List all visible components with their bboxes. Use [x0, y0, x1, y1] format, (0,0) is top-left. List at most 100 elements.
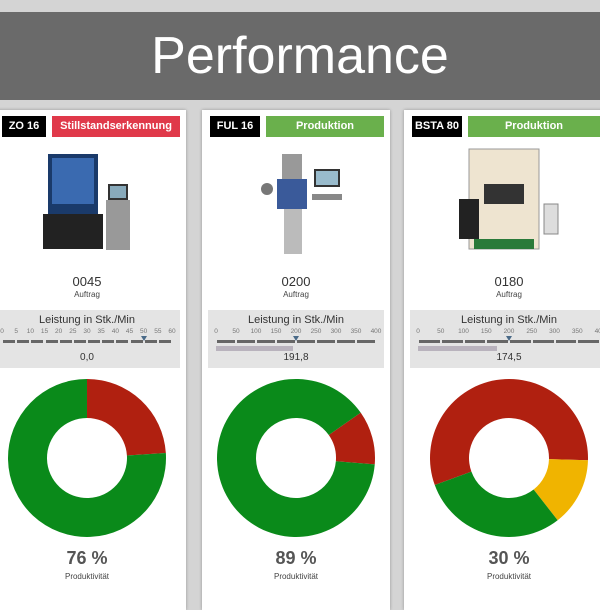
order-label: Auftrag [74, 290, 100, 299]
scale-segment [73, 340, 86, 343]
machine-name: ZO 16 [2, 116, 46, 137]
scale-segment [317, 340, 335, 343]
scale-segment [59, 340, 72, 343]
productivity-donut [430, 379, 588, 537]
donut-segment-red [430, 379, 588, 486]
scale-segment [88, 340, 101, 343]
target-marker [506, 336, 512, 341]
scale-segment [237, 340, 255, 343]
productivity-label: Produktivität [273, 572, 319, 581]
scale-segment [130, 340, 143, 343]
status-badge: Produktion [266, 116, 384, 137]
status-badge: Stillstandserkennung [52, 116, 180, 137]
scale-tick-label: 350 [350, 328, 362, 335]
scale-tick-label: 0 [214, 328, 218, 335]
scale-tick-label: 350 [571, 328, 583, 335]
scale-segment [578, 340, 599, 343]
status-badge: Produktion [468, 116, 600, 137]
scale-segment [510, 340, 531, 343]
scale-segment [116, 340, 129, 343]
performance-value: 191,8 [283, 352, 309, 363]
scale-segment [257, 340, 275, 343]
scale-tick-label: 150 [480, 328, 492, 335]
scale-tick-label: 60 [168, 328, 176, 335]
donut-segment-red [87, 379, 166, 456]
scale-ticks: 0 50 100 150 200 250 300 350 400 [410, 328, 600, 338]
target-marker [293, 336, 299, 341]
machine-card[interactable]: ZO 16 Stillstandserkennung 0045 Auftrag … [0, 110, 186, 610]
scale-segment [532, 340, 554, 343]
scale-segment [337, 340, 355, 343]
performance-panel: Leistung in Stk./Min 0 5 10 15 20 25 30 35 40 45 5… [0, 310, 180, 368]
scale-segment [487, 340, 508, 343]
scale-tick-label: 20 [55, 328, 63, 335]
machine-card[interactable]: BSTA 80 Produktion 0180 Auftrag Leistung… [404, 110, 600, 610]
scale-tick-label: 100 [458, 328, 469, 335]
scale-tick-label: 25 [69, 328, 77, 335]
scale-tick-label: 5 [14, 328, 18, 335]
scale-tick-label: 15 [40, 328, 49, 335]
scale-segment [297, 340, 315, 343]
scale-tick-label: 40 [111, 328, 119, 335]
scale-segment [464, 340, 486, 343]
scale-segment [277, 340, 295, 343]
donut-segment-yellow [533, 459, 588, 521]
page-title: Performance [0, 12, 600, 100]
performance-scale [216, 340, 376, 343]
order-number: 0180 [494, 274, 524, 289]
scale-ticks: 0 5 10 15 20 25 30 35 40 45 50 55 60 [0, 328, 180, 338]
scale-segment [158, 340, 171, 343]
performance-title: Leistung in Stk./Min [461, 314, 557, 326]
machine-image [43, 154, 130, 250]
donut-segment-green [434, 471, 558, 537]
performance-scale [418, 340, 600, 343]
scale-tick-label: 50 [232, 328, 240, 335]
order-label: Auftrag [496, 290, 522, 299]
scale-segment [17, 340, 30, 343]
productivity-label: Produktivität [64, 572, 110, 581]
performance-scale [2, 340, 172, 343]
donut-segment-red [328, 412, 375, 465]
scale-tick-label: 250 [310, 328, 322, 335]
order-number: 0200 [281, 274, 311, 289]
scale-tick-label: 35 [97, 328, 105, 335]
performance-panel: Leistung in Stk./Min 0 50 100 150 200 250 300 3… [410, 310, 600, 368]
scale-segment [441, 340, 463, 343]
machine-card[interactable]: FUL 16 Produktion 0200 Auftrag Leistung … [202, 110, 390, 610]
scale-segment [217, 340, 235, 343]
scale-segment [144, 340, 157, 343]
scale-segment [31, 340, 44, 343]
scale-tick-label: 55 [154, 328, 162, 335]
performance-value: 0,0 [80, 352, 94, 363]
scale-tick-label: 200 [503, 328, 515, 335]
scale-tick-label: 0 [416, 328, 420, 335]
machine-name: BSTA 80 [412, 116, 462, 137]
scale-tick-label: 400 [370, 328, 382, 335]
order-number: 0045 [72, 274, 102, 289]
scale-tick-label: 50 [437, 328, 445, 335]
scale-segment [555, 340, 577, 343]
scale-tick-label: 300 [549, 328, 560, 335]
productivity-value: 89 % [275, 548, 317, 568]
productivity-donut [7, 379, 166, 537]
machine-image [459, 148, 559, 250]
performance-panel: Leistung in Stk./Min 0 50 100 150 200 250 300 3… [208, 310, 384, 368]
target-marker [140, 336, 147, 341]
performance-value: 174,5 [496, 352, 522, 363]
scale-tick-label: 100 [250, 328, 262, 335]
productivity-value: 76 % [66, 548, 108, 568]
donut-segment-green [217, 378, 375, 537]
scale-tick-label: 400 [594, 328, 600, 335]
performance-bar [418, 346, 498, 351]
machine-name: FUL 16 [210, 116, 260, 137]
scale-tick-label: 250 [526, 328, 538, 335]
scale-ticks: 0 50 100 150 200 250 300 350 400 [208, 328, 384, 338]
performance-title: Leistung in Stk./Min [39, 314, 135, 326]
scale-tick-label: 150 [270, 328, 282, 335]
scale-tick-label: 10 [26, 328, 34, 335]
scale-tick-label: 50 [140, 328, 148, 335]
scale-segment [419, 340, 440, 343]
productivity-donut [217, 378, 375, 537]
scale-tick-label: 0 [0, 328, 4, 335]
donut-segment-green [7, 379, 166, 537]
